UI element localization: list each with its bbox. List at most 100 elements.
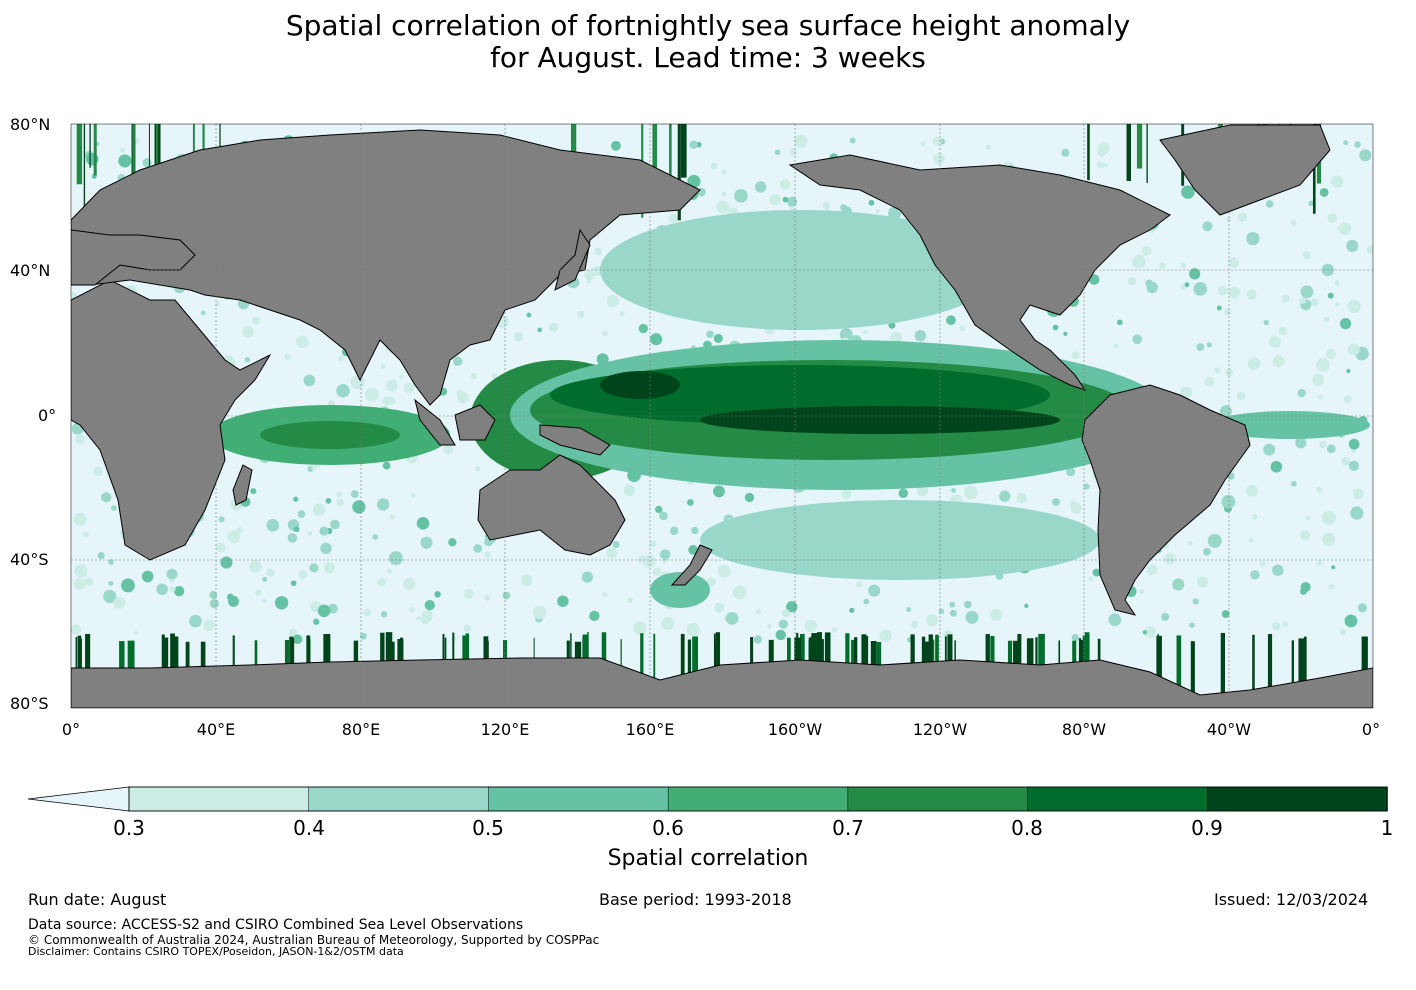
speckle bbox=[1366, 245, 1373, 255]
speckle bbox=[549, 323, 559, 333]
speckle bbox=[337, 355, 344, 362]
speckle bbox=[1226, 217, 1232, 222]
speckle bbox=[1325, 348, 1336, 360]
speckle bbox=[1214, 367, 1221, 374]
speckle bbox=[1189, 622, 1195, 628]
speckle bbox=[1207, 533, 1222, 548]
speckle bbox=[591, 265, 602, 277]
speckle bbox=[1310, 298, 1319, 307]
speckle bbox=[1088, 576, 1094, 582]
speckle bbox=[1326, 444, 1336, 454]
arctic-stripe bbox=[652, 124, 658, 200]
speckle bbox=[169, 586, 176, 593]
speckle bbox=[789, 206, 794, 211]
speckle bbox=[1270, 460, 1283, 473]
arctic-stripe bbox=[202, 124, 205, 168]
speckle bbox=[350, 490, 359, 498]
antarctic-stripe bbox=[640, 633, 644, 708]
speckle bbox=[1346, 239, 1359, 252]
speckle bbox=[97, 552, 105, 560]
speckle bbox=[1343, 140, 1349, 146]
speckle bbox=[712, 485, 725, 498]
arctic-stripe bbox=[192, 124, 195, 174]
land-australia bbox=[477, 454, 626, 556]
speckle bbox=[1319, 440, 1327, 449]
speckle bbox=[250, 488, 257, 495]
speckle bbox=[75, 434, 86, 445]
speckle bbox=[389, 514, 396, 520]
speckle bbox=[789, 148, 797, 156]
atlantic-band bbox=[1210, 411, 1370, 439]
speckle bbox=[594, 247, 603, 256]
speckle bbox=[215, 301, 221, 307]
base-period: Base period: 1993-2018 bbox=[599, 890, 792, 909]
lat-label-40n: 40°N bbox=[10, 261, 51, 280]
speckle bbox=[388, 397, 396, 405]
speckle bbox=[409, 606, 415, 613]
speckle bbox=[725, 611, 739, 625]
colorbar-tick-0-5: 0.5 bbox=[472, 816, 504, 840]
speckle bbox=[93, 466, 103, 477]
speckle bbox=[965, 610, 979, 624]
speckle bbox=[898, 488, 909, 499]
antarctic-stripe bbox=[1298, 638, 1305, 708]
antarctic-stripe bbox=[1176, 635, 1182, 708]
speckle bbox=[652, 567, 661, 577]
speckle bbox=[1224, 309, 1231, 316]
speckle bbox=[951, 488, 956, 493]
land-borneo bbox=[454, 404, 496, 441]
speckle bbox=[1347, 299, 1361, 313]
speckle bbox=[309, 563, 319, 573]
speckle bbox=[293, 526, 300, 533]
speckle bbox=[251, 316, 260, 325]
speckle bbox=[473, 544, 483, 553]
speckle bbox=[292, 634, 303, 645]
speckle bbox=[325, 498, 332, 504]
speckle bbox=[732, 585, 747, 600]
speckle bbox=[990, 608, 1003, 621]
data-source: Data source: ACCESS-S2 and CSIRO Combine… bbox=[28, 917, 524, 933]
antarctic-stripe bbox=[653, 633, 656, 708]
speckle bbox=[242, 325, 255, 338]
speckle bbox=[669, 213, 678, 223]
speckle bbox=[1202, 221, 1213, 232]
speckle bbox=[310, 463, 318, 470]
speckle bbox=[377, 498, 390, 511]
speckle bbox=[1299, 530, 1310, 541]
speckle bbox=[1316, 486, 1323, 493]
speckle bbox=[1265, 200, 1274, 208]
land-north-america bbox=[788, 154, 1171, 391]
speckle bbox=[502, 591, 511, 600]
lat-label-80n: 80°N bbox=[10, 115, 51, 134]
speckle bbox=[84, 577, 94, 587]
speckle bbox=[73, 512, 87, 526]
speckle bbox=[1281, 294, 1290, 303]
speckle bbox=[1338, 222, 1352, 236]
speckle bbox=[623, 484, 636, 497]
speckle bbox=[914, 329, 927, 342]
speckle bbox=[706, 577, 716, 587]
colorbar-border bbox=[128, 786, 1388, 812]
arctic-stripe bbox=[1136, 124, 1143, 169]
pacific-band-core bbox=[700, 406, 1060, 434]
speckle bbox=[290, 580, 297, 587]
speckle bbox=[249, 560, 262, 573]
speckle bbox=[133, 630, 138, 635]
arctic-stripe bbox=[89, 124, 91, 168]
speckle bbox=[1290, 220, 1297, 226]
speckle bbox=[1282, 621, 1289, 627]
speckle bbox=[669, 526, 679, 536]
speckle bbox=[714, 602, 725, 613]
colorbar-segment-1 bbox=[308, 786, 490, 812]
speckle bbox=[687, 174, 701, 188]
speckle bbox=[1228, 257, 1240, 269]
speckle bbox=[849, 607, 855, 613]
speckle bbox=[463, 624, 472, 633]
speckle bbox=[1334, 302, 1340, 307]
speckle bbox=[686, 623, 700, 637]
speckle bbox=[1016, 493, 1027, 504]
arctic-stripe bbox=[680, 124, 687, 178]
speckle bbox=[1327, 292, 1334, 299]
speckle bbox=[1061, 148, 1070, 157]
speckle bbox=[274, 596, 289, 610]
